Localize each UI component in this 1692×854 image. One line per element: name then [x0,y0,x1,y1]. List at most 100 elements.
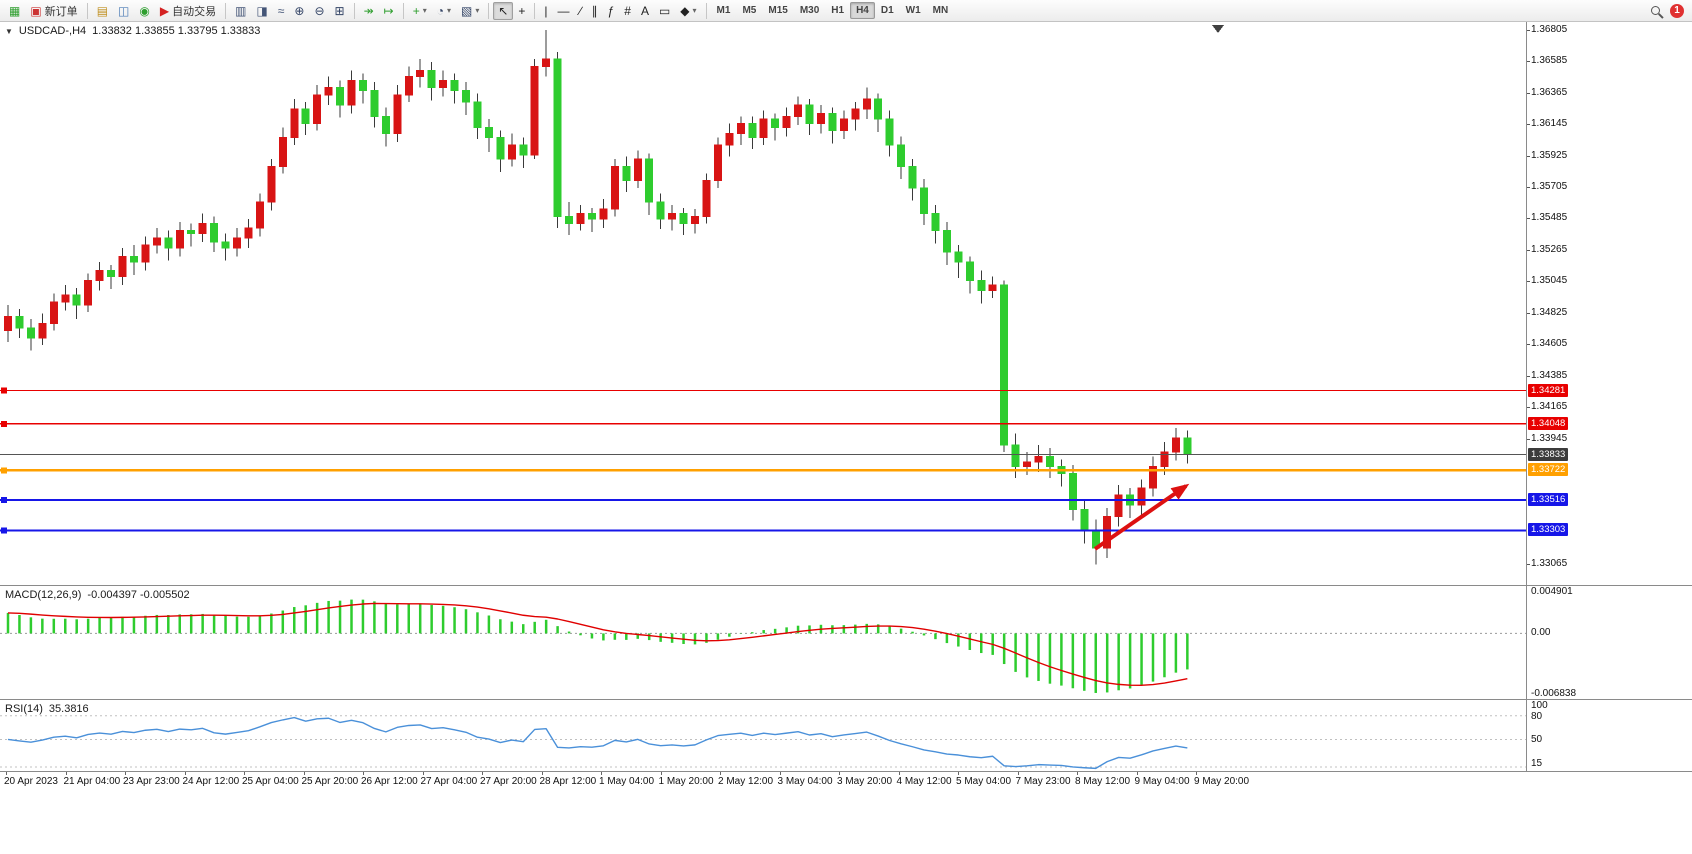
price-tick-mark [1526,312,1530,314]
chart-workspace: ▼ USDCAD-,H4 1.33832 1.33855 1.33795 1.3… [0,22,1692,791]
profiles-button[interactable]: ▤ [92,2,113,20]
bar-chart-button[interactable]: ▥ [230,2,251,20]
time-label: 5 May 04:00 [956,776,1012,787]
text-button[interactable]: A [636,2,654,20]
profiles-icon: ▤ [96,3,109,18]
time-label: 3 May 04:00 [777,776,833,787]
timeframe-h1-button[interactable]: H1 [831,5,845,16]
symbol-label: USDCAD-,H4 [18,25,87,37]
periods-icon: ◔ [436,3,444,18]
time-label: 28 Apr 12:00 [539,776,597,787]
chart-shift-button[interactable]: ↦ [379,2,399,20]
time-tick-mark [720,772,721,775]
grid-button[interactable]: # [619,2,636,20]
price-tick-label: 1.35265 [1531,243,1568,255]
time-label: 2 May 12:00 [718,776,774,787]
vertical-line-button[interactable]: | [539,2,552,20]
community-icon: ◉ [139,3,150,18]
macd-pane[interactable]: MACD(12,26,9) -0.004397 -0.005502 0.0049… [0,586,1692,700]
time-tick-mark [482,772,483,775]
rsi-scale-label: 15 [1531,758,1543,769]
time-tick-mark [184,772,186,775]
cursor-button[interactable]: ↖ [493,1,514,20]
time-tick-mark [601,772,602,775]
search-icon[interactable] [1651,6,1660,15]
pivot-line-badge: 1.33722 [1528,463,1569,477]
zoom-out-button[interactable]: ⊖ [309,2,329,20]
charts-list-icon: ◫ [118,3,130,18]
new-order-button[interactable]: ▣ 新订单 [25,2,82,20]
time-label: 24 Apr 12:00 [182,776,240,787]
fibonacci-button[interactable]: ƒ [603,2,620,20]
line-chart-icon: ≈ [277,3,285,18]
templates-button[interactable]: ▧ ▾ [456,2,484,20]
new-chart-button[interactable]: ▦ [4,2,25,20]
community-button[interactable]: ◉ [134,2,154,20]
autotrade-button[interactable]: ▶ 自动交易 [155,2,221,20]
add-indicator-button[interactable]: + ▾ [408,2,432,20]
time-label: 26 Apr 12:00 [361,776,418,787]
price-tick-label: 1.36365 [1531,86,1568,98]
time-label: 25 Apr 04:00 [242,776,299,787]
time-label: 3 May 20:00 [837,776,893,787]
time-tick-mark [6,772,7,775]
rsi-pane[interactable]: RSI(14) 35.3816 100 80 50 15 [0,700,1692,772]
price-tick-mark [1526,438,1530,440]
templates-icon: ▧ [460,3,473,18]
price-chart-pane[interactable]: ▼ USDCAD-,H4 1.33832 1.33855 1.33795 1.3… [0,22,1692,586]
candlestick-chart-button[interactable]: ◨ [251,2,272,20]
time-axis[interactable]: 20 Apr 2023 21 Apr 04:00 23 Apr 23:00 24 Ap… [0,772,1692,791]
timeframe-m15-button[interactable]: M15 [768,5,788,16]
tile-windows-button[interactable]: ⊞ [330,2,350,20]
price-chart-canvas[interactable] [0,22,1526,585]
toolbar-separator [534,2,536,19]
price-tick-mark [1526,249,1530,251]
timeframe-m1-button[interactable]: M1 [716,5,731,16]
collapse-icon[interactable]: ▼ [5,26,13,36]
price-tick-mark [1526,281,1530,283]
toolbar-separator [86,2,88,19]
chart-header: ▼ USDCAD-,H4 1.33832 1.33855 1.33795 1.3… [5,25,260,37]
auto-scroll-button[interactable]: ↠ [359,2,379,20]
price-tick-label: 1.33945 [1531,432,1568,444]
horizontal-line-button[interactable]: — [553,2,575,20]
timeframe-h4-button[interactable]: H4 [850,2,875,19]
current-price-line-badge: 1.33833 [1528,447,1569,461]
time-tick-mark [779,772,781,775]
rsi-canvas[interactable] [0,700,1526,771]
axis-divider [1526,22,1527,772]
price-tick-label: 1.34165 [1531,401,1568,413]
arrows-button[interactable]: ◆ ▾ [675,2,701,20]
cursor-icon: ↖ [498,3,509,18]
channel-icon: ∥ [591,3,598,18]
price-tick-label: 1.35045 [1531,275,1568,287]
charts-list-button[interactable]: ◫ [113,2,134,20]
macd-canvas[interactable] [0,586,1526,699]
trendline-button[interactable]: ∕ [575,2,587,20]
periods-button[interactable]: ◔ ▾ [432,2,456,20]
new-order-icon: ▣ [30,3,42,18]
text-label-button[interactable]: ▭ [654,2,675,20]
time-label: 1 May 20:00 [658,776,714,787]
channel-button[interactable]: ∥ [587,2,603,20]
price-tick-label: 1.35925 [1531,149,1568,161]
price-tick-label: 1.34605 [1531,338,1568,350]
timeframe-d1-button[interactable]: D1 [880,5,894,16]
auto-scroll-icon: ↠ [363,3,374,18]
add-indicator-icon: + [412,3,420,18]
price-tick-mark [1526,29,1530,31]
resistance-line-1-badge: 1.34281 [1528,383,1569,397]
price-tick-mark [1526,375,1530,377]
periods-caret-icon: ▾ [446,6,451,15]
time-tick-mark [125,772,126,775]
timeframe-mn-button[interactable]: MN [932,5,949,16]
timeframe-w1-button[interactable]: W1 [905,5,921,16]
notification-badge[interactable]: 1 [1670,3,1684,18]
price-tick-label: 1.36145 [1531,118,1568,130]
timeframe-m30-button[interactable]: M30 [799,5,820,16]
timeframe-m5-button[interactable]: M5 [742,5,757,16]
zoom-in-button[interactable]: ⊕ [289,2,309,20]
crosshair-button[interactable]: + [513,2,530,20]
line-chart-button[interactable]: ≈ [273,2,290,20]
rsi-label: RSI(14) [5,703,43,715]
